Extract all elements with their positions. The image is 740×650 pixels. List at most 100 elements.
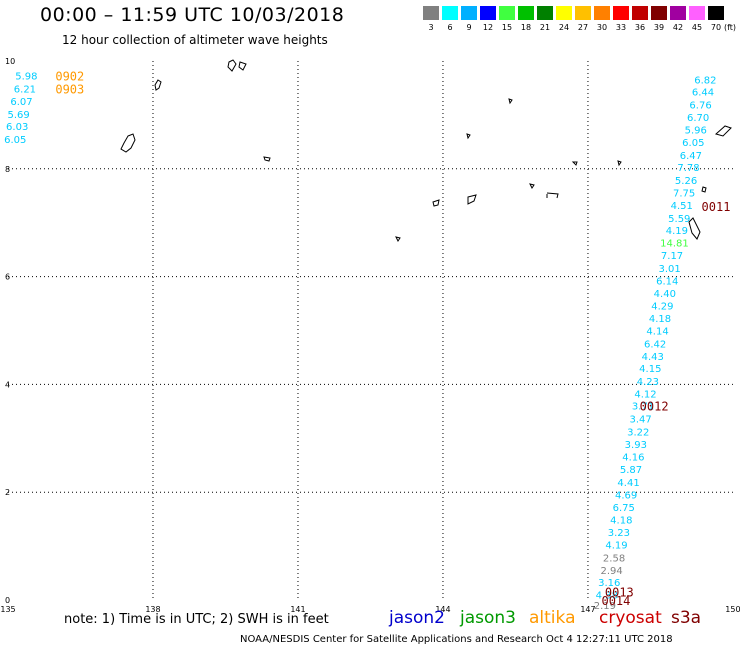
color-swatch: [670, 6, 686, 20]
color-swatch-label: 30: [596, 23, 608, 32]
island-outline: [529, 183, 535, 189]
wave-height-value: 7.75: [673, 189, 695, 200]
wave-height-value: 5.59: [668, 214, 690, 225]
color-swatch: [651, 6, 667, 20]
latitude-tick-label: 6: [5, 273, 10, 282]
wave-height-value: 2.19: [594, 601, 616, 612]
island-outline: [688, 217, 701, 240]
footer-credit: NOAA/NESDIS Center for Satellite Applica…: [240, 634, 673, 645]
color-swatch-label: 3: [428, 23, 434, 32]
island-outline: [508, 98, 513, 105]
pass-time-label: 0011: [702, 200, 731, 214]
color-swatch-label: 24: [558, 23, 570, 32]
pass-time-label: 0903: [55, 82, 84, 96]
color-swatch: [689, 6, 705, 20]
satellite-legend-s3a: s3a: [671, 608, 702, 628]
latitude-tick-label: 10: [5, 57, 15, 66]
wave-height-value: 4.15: [639, 364, 661, 375]
color-swatch-label: 18: [520, 23, 532, 32]
wave-height-value: 5.98: [15, 72, 37, 83]
wave-height-value: 4.41: [617, 478, 639, 489]
wave-height-value: 2.94: [601, 566, 623, 577]
color-swatch-label: 39: [653, 23, 665, 32]
color-swatch-label: 27: [577, 23, 589, 32]
wave-height-value: 3.01: [659, 264, 681, 275]
wave-height-value: 4.40: [654, 289, 676, 300]
graticule: [8, 61, 733, 600]
wave-height-value: 6.70: [687, 113, 709, 124]
island-outline: [546, 192, 559, 199]
latitude-tick-label: 8: [5, 165, 10, 174]
color-swatch: [461, 6, 477, 20]
color-swatch: [556, 6, 572, 20]
color-swatch: [632, 6, 648, 20]
wave-height-value: 6.44: [692, 88, 714, 99]
wave-height-value: 6.82: [694, 75, 716, 86]
island-outline: [701, 186, 707, 193]
island-outline: [395, 236, 401, 242]
wave-height-value: 6.05: [682, 138, 704, 149]
satellite-legend-cryosat: cryosat: [599, 608, 662, 628]
wave-height-value: 6.14: [656, 276, 678, 287]
map-note: note: 1) Time is in UTC; 2) SWH is in fe…: [64, 612, 329, 627]
color-swatch: [442, 6, 458, 20]
color-swatch: [537, 6, 553, 20]
color-scale-unit: (ft): [724, 23, 737, 32]
wave-height-value: 3.71: [632, 401, 654, 412]
color-swatch: [613, 6, 629, 20]
color-swatch-label: 12: [482, 23, 494, 32]
wave-height-value: 4.14: [646, 327, 668, 338]
land-outlines: [120, 59, 732, 242]
wave-height-value: 4.43: [642, 352, 664, 363]
latitude-tick-label: 2: [5, 488, 10, 497]
color-swatch: [594, 6, 610, 20]
color-swatch: [480, 6, 496, 20]
island-outline: [263, 156, 271, 162]
latitude-tick-label: 0: [5, 596, 10, 605]
wave-height-value: 3.47: [630, 414, 652, 425]
island-outline: [432, 199, 440, 207]
wave-height-value: 5.69: [7, 110, 29, 121]
longitude-tick-label: 141: [290, 605, 305, 614]
map-title: 00:00 – 11:59 UTC 10/03/2018: [40, 4, 345, 26]
island-outline: [227, 59, 247, 72]
wave-height-value: 4.12: [634, 390, 656, 401]
pass-time-label: 0012: [640, 399, 669, 413]
wave-height-value: 7.78: [677, 163, 699, 174]
wave-height-value: 4.19: [605, 540, 627, 551]
wave-height-value: 4.29: [651, 302, 673, 313]
color-swatch: [423, 6, 439, 20]
island-outline: [714, 125, 732, 137]
island-outline: [467, 194, 477, 205]
wave-height-value: 3.16: [598, 578, 620, 589]
wave-height-value: 3.22: [627, 427, 649, 438]
island-outline: [154, 79, 162, 91]
longitude-tick-label: 147: [580, 605, 595, 614]
wave-height-value: 3.23: [608, 528, 630, 539]
wave-height-value: 4.23: [637, 377, 659, 388]
pass-time-label: 0902: [55, 70, 84, 84]
color-swatch: [575, 6, 591, 20]
wave-height-value: 6.21: [14, 84, 36, 95]
map-subtitle: 12 hour collection of altimeter wave hei…: [62, 33, 328, 47]
longitude-tick-label: 138: [145, 605, 160, 614]
wave-height-value: 6.42: [644, 339, 666, 350]
longitude-tick-label: 144: [435, 605, 450, 614]
wave-height-value: 4.51: [671, 201, 693, 212]
wave-height-value: 4.69: [615, 490, 637, 501]
satellite-legend-jason3: jason3: [460, 608, 516, 628]
color-swatch-label: 9: [466, 23, 472, 32]
wave-height-value: 4.18: [610, 516, 632, 527]
wave-height-value: 5.87: [620, 465, 642, 476]
color-swatch-label: 6: [447, 23, 453, 32]
pass-time-label: 0013: [605, 585, 634, 599]
wave-height-value: 4.38: [596, 591, 618, 602]
satellite-legend-jason2: jason2: [389, 608, 445, 628]
color-swatch-label: 21: [539, 23, 551, 32]
pass-time-label: 0014: [601, 594, 630, 608]
color-swatch-label: 15: [501, 23, 513, 32]
island-outline: [120, 133, 136, 153]
color-swatch: [499, 6, 515, 20]
